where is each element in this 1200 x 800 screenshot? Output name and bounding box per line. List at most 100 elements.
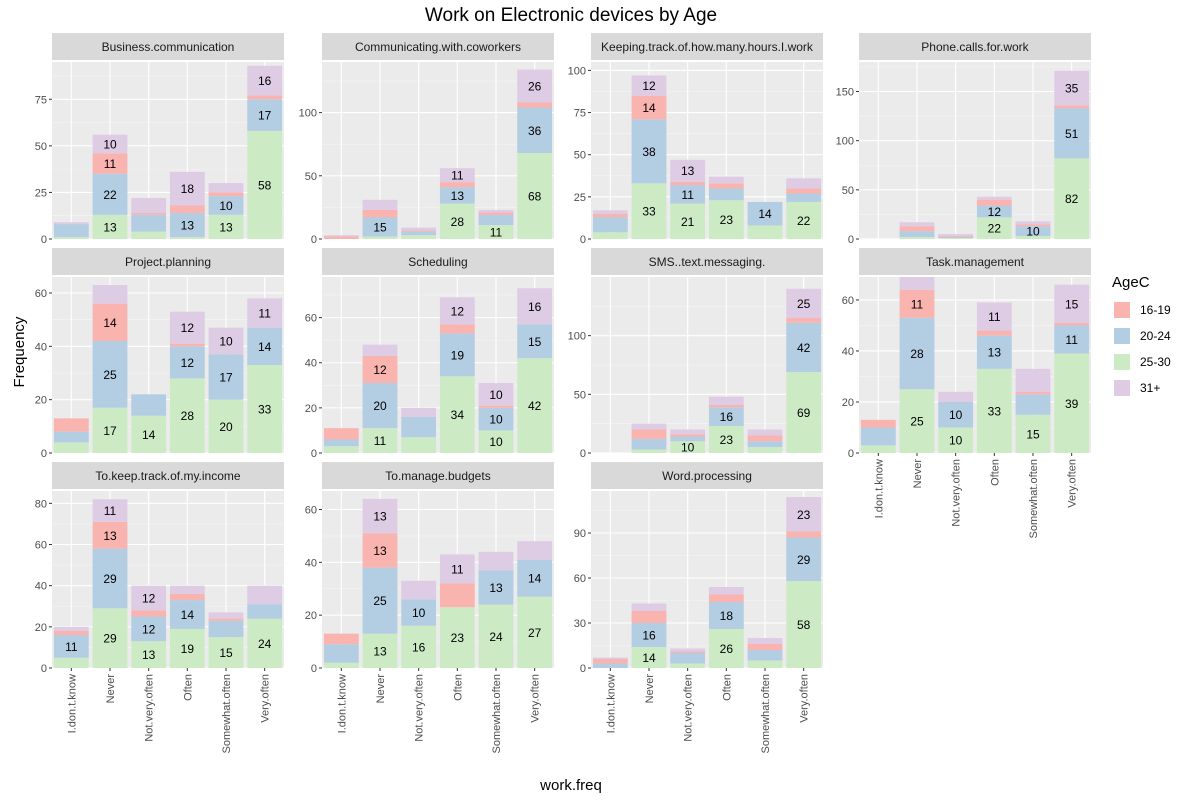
panel-title: To.keep.track.of.my.income: [95, 469, 240, 483]
bar-segment: [592, 217, 628, 233]
bar-value-label: 11: [681, 188, 694, 202]
bar-value-label: 13: [681, 164, 695, 178]
bar-value-label: 19: [181, 642, 195, 656]
bar-value-label: 22: [988, 222, 1002, 236]
bar-value-label: 11: [911, 297, 924, 311]
bar-value-label: 25: [797, 297, 811, 311]
panel-strip: [591, 248, 823, 275]
bar-segment: [362, 498, 398, 534]
bar-segment: [208, 214, 244, 239]
bar-segment: [1015, 221, 1051, 225]
y-tick-label: 40: [305, 557, 317, 569]
bar-segment: [362, 428, 398, 453]
bar-segment: [131, 415, 167, 453]
bar-segment: [517, 153, 553, 239]
bar-segment: [208, 192, 244, 197]
bar-value-label: 35: [1065, 82, 1079, 96]
bar-segment: [708, 404, 744, 408]
bar-segment: [747, 225, 783, 239]
x-tick-label: Often: [989, 459, 1001, 486]
bar-segment: [1015, 224, 1051, 227]
y-tick-label: 60: [574, 573, 586, 585]
bar-segment: [478, 225, 514, 239]
bar-segment: [747, 650, 783, 661]
bar-value-label: 23: [720, 213, 734, 227]
bar-segment: [670, 653, 706, 664]
bar-segment: [208, 354, 244, 400]
bar-value-label: 13: [103, 529, 117, 543]
bar-value-label: 23: [451, 631, 465, 645]
bar-value-label: 42: [528, 399, 542, 413]
bar-segment: [439, 324, 475, 334]
legend-label: 25-30: [1140, 355, 1171, 369]
bar-segment: [747, 644, 783, 650]
bar-value-label: 15: [219, 646, 233, 660]
bar-value-label: 17: [103, 424, 117, 438]
bar-segment: [708, 594, 744, 602]
bar-segment: [631, 429, 667, 439]
bar-segment: [860, 419, 896, 428]
bar-segment: [92, 134, 128, 154]
bar-segment: [323, 428, 359, 440]
legend-item: 20-24: [1112, 323, 1196, 349]
bar-segment: [786, 372, 822, 453]
bar-segment: [169, 205, 205, 213]
bar-value-label: 12: [142, 622, 156, 636]
bar-segment: [631, 611, 667, 623]
bar-value-label: 68: [528, 190, 542, 204]
bar-segment: [169, 585, 205, 594]
x-tick-label: I.don.t.know: [66, 674, 78, 733]
bar-segment: [708, 176, 744, 184]
bar-segment: [92, 407, 128, 453]
bar-value-label: 10: [219, 335, 233, 349]
x-tick-label: Not.very.often: [951, 459, 963, 527]
bar-segment: [247, 298, 283, 328]
bar-segment: [131, 214, 167, 232]
y-tick-label: 0: [580, 234, 586, 246]
bar-segment: [747, 638, 783, 644]
bar-segment: [1054, 105, 1090, 109]
bar-value-label: 58: [258, 178, 272, 192]
bar-segment: [1054, 322, 1090, 326]
bar-segment: [53, 626, 89, 631]
bar-segment: [592, 657, 628, 659]
legend: AgeC 16-19 20-24 25-30 31+: [1112, 274, 1196, 401]
bar-segment: [976, 330, 1012, 336]
bar-value-label: 12: [142, 592, 156, 606]
bar-segment: [92, 608, 128, 668]
y-tick-label: 0: [311, 663, 317, 675]
bar-segment: [169, 343, 205, 347]
bar-segment: [747, 435, 783, 442]
bar-segment: [323, 446, 359, 453]
y-tick-label: 60: [842, 295, 854, 307]
bar-segment: [208, 399, 244, 453]
bar-segment: [1015, 394, 1051, 415]
bar-segment: [670, 648, 706, 652]
bar-value-label: 16: [720, 410, 734, 424]
legend-key: [1112, 378, 1132, 398]
bar-value-label: 10: [412, 606, 426, 620]
bar-segment: [976, 335, 1012, 369]
y-tick-label: 40: [35, 341, 47, 353]
bar-value-label: 27: [528, 626, 542, 640]
bar-segment: [362, 199, 398, 210]
legend-item: 16-19: [1112, 297, 1196, 323]
bar-segment: [786, 531, 822, 538]
bar-segment: [976, 302, 1012, 331]
bar-segment: [708, 396, 744, 405]
bar-segment: [362, 236, 398, 239]
bar-segment: [976, 205, 1012, 218]
bar-value-label: 17: [219, 371, 233, 385]
bar-value-label: 10: [489, 388, 503, 402]
bar-segment: [786, 193, 822, 202]
y-tick-label: 50: [574, 150, 586, 162]
bar-segment: [592, 659, 628, 664]
bar-segment: [631, 75, 667, 96]
y-tick-label: 100: [299, 108, 317, 120]
bar-segment: [92, 214, 128, 239]
bar-segment: [208, 637, 244, 668]
bar-segment: [670, 203, 706, 239]
bar-value-label: 12: [181, 321, 195, 335]
y-tick-label: 0: [41, 663, 47, 675]
panel-background: [322, 62, 554, 239]
